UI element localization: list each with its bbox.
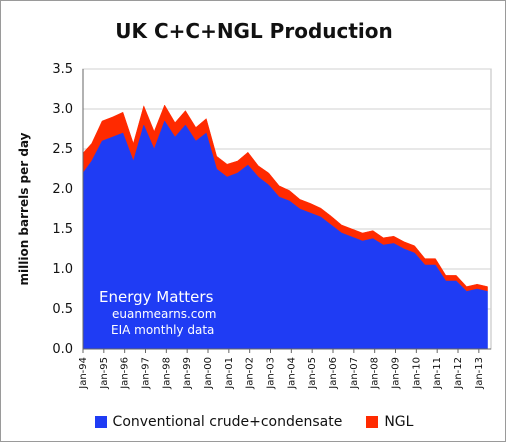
y-tick-6: 3.0	[52, 102, 73, 117]
x-tick-label-4: Jan-98	[161, 357, 172, 390]
y-tick-4: 2.0	[52, 182, 73, 197]
x-tick-label-10: Jan-04	[286, 357, 297, 390]
y-tick-3: 1.5	[52, 222, 73, 237]
x-tick-label-16: Jan-10	[411, 357, 422, 390]
y-tick-2: 1.0	[52, 262, 73, 277]
chart-title: UK C+C+NGL Production	[115, 19, 393, 43]
x-tick-label-7: Jan-01	[224, 357, 235, 390]
legend-swatch-crude	[94, 416, 107, 428]
y-ticks: 0.0 0.5 1.0 1.5 2.0 2.5 3.0 3.5	[52, 62, 73, 357]
legend-label-crude: Conventional crude+condensate	[112, 414, 343, 430]
x-tick-label-18: Jan-12	[453, 357, 464, 390]
x-tick-label-6: Jan-00	[203, 357, 214, 390]
y-tick-0: 0.0	[52, 342, 73, 357]
legend-swatch-ngl	[366, 416, 379, 428]
x-tick-label-13: Jan-07	[349, 357, 360, 390]
legend-item-ngl: NGL	[366, 414, 413, 430]
y-axis-label: million barrels per day	[17, 132, 31, 285]
x-tick-label-8: Jan-02	[245, 357, 256, 390]
x-tick-label-0: Jan-94	[78, 357, 89, 390]
legend-label-ngl: NGL	[384, 414, 414, 430]
x-tick-label-11: Jan-05	[307, 357, 318, 390]
y-tick-7: 3.5	[52, 62, 73, 77]
legend: Conventional crude+condensate NGL	[1, 414, 507, 430]
annotation-title: Energy Matters	[99, 288, 214, 306]
x-tick-label-19: Jan-13	[474, 357, 485, 390]
x-tick-label-12: Jan-06	[328, 357, 339, 390]
annotation-website: euanmearns.com	[112, 307, 216, 321]
x-tick-label-1: Jan-95	[99, 357, 110, 390]
x-tick-label-17: Jan-11	[432, 357, 443, 390]
series-areas	[82, 104, 488, 350]
x-tick-label-3: Jan-97	[141, 357, 152, 390]
x-tick-label-2: Jan-96	[120, 357, 131, 390]
series-area-crude	[82, 120, 488, 350]
y-tick-5: 2.5	[52, 142, 73, 157]
x-tick-label-5: Jan-99	[182, 357, 193, 390]
x-tick-label-15: Jan-09	[391, 357, 402, 390]
x-ticks: Jan-94 Jan-95 Jan-96 Jan-97 Jan-98 Jan-99 Jan-…	[78, 349, 485, 390]
legend-item-crude: Conventional crude+condensate	[94, 414, 343, 430]
y-tick-1: 0.5	[52, 302, 73, 317]
x-tick-label-9: Jan-03	[266, 357, 277, 390]
annotation-source: EIA monthly data	[111, 323, 214, 337]
x-tick-label-14: Jan-08	[370, 357, 381, 390]
